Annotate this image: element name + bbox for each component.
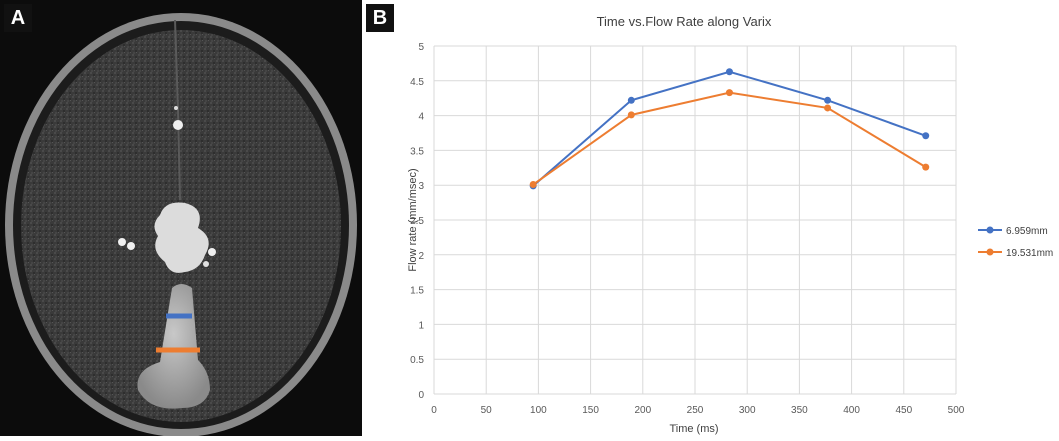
y-tick-label: 1.5 [410, 286, 424, 297]
chart-series [530, 68, 930, 189]
chart-panel: B Time vs.Flow Rate along Varix 0 0.5 1 1.5… [362, 0, 1059, 436]
x-tick-label: 200 [634, 405, 651, 416]
data-point [824, 97, 831, 104]
y-tick-label: 2 [418, 251, 424, 262]
series-line [533, 72, 926, 186]
bright-vessel [173, 120, 183, 130]
chart-gridlines [434, 46, 956, 394]
y-axis-label: Flow rate (mm/msec) [407, 168, 419, 271]
chart-title: Time vs.Flow Rate along Varix [597, 14, 772, 29]
x-tick-label: 350 [791, 405, 808, 416]
vessel-dot [118, 238, 126, 246]
legend-item: 19.531mm [978, 248, 1053, 259]
legend-marker [987, 227, 994, 234]
bright-vessel-small [174, 106, 178, 110]
legend-label: 19.531mm [1006, 248, 1053, 259]
vessel-dot [208, 248, 216, 256]
vessel-dot [203, 261, 209, 267]
x-tick-label: 150 [582, 405, 599, 416]
x-tick-label: 300 [739, 405, 756, 416]
y-tick-label: 3 [418, 181, 424, 192]
y-tick-label: 3.5 [410, 146, 424, 157]
y-tick-label: 5 [418, 42, 424, 53]
legend-label: 6.959mm [1006, 226, 1048, 237]
x-tick-label: 500 [948, 405, 965, 416]
series-6.959mm [530, 68, 930, 189]
x-tick-label: 0 [431, 405, 437, 416]
y-tick-label: 4.5 [410, 77, 424, 88]
x-axis-label: Time (ms) [669, 423, 718, 435]
x-axis-ticks: 0 50 100 150 200 250 300 350 400 450 500 [431, 405, 965, 416]
panel-a-label: A [4, 4, 32, 32]
flow-rate-chart: Time vs.Flow Rate along Varix 0 0.5 1 1.5 2 2… [362, 0, 1059, 436]
data-point [922, 132, 929, 139]
data-point [628, 111, 635, 118]
x-tick-label: 100 [530, 405, 547, 416]
mri-image-panel: A [0, 0, 362, 436]
chart-legend: 6.959mm 19.531mm [978, 226, 1053, 259]
legend-marker [987, 249, 994, 256]
y-tick-label: 0 [418, 390, 424, 401]
series-19.531mm [530, 89, 930, 188]
data-point [922, 164, 929, 171]
data-point [726, 68, 733, 75]
data-point [726, 89, 733, 96]
y-tick-label: 1 [418, 320, 424, 331]
panel-b-label: B [366, 4, 394, 32]
data-point [628, 97, 635, 104]
mri-scan-image [0, 0, 362, 436]
legend-item: 6.959mm [978, 226, 1048, 237]
x-tick-label: 400 [843, 405, 860, 416]
series-line [533, 93, 926, 185]
x-tick-label: 50 [481, 405, 493, 416]
data-point [824, 104, 831, 111]
data-point [530, 181, 537, 188]
y-tick-label: 4 [418, 112, 424, 123]
y-tick-label: 0.5 [410, 355, 424, 366]
x-tick-label: 250 [687, 405, 704, 416]
x-tick-label: 450 [895, 405, 912, 416]
vessel-dot [127, 242, 135, 250]
